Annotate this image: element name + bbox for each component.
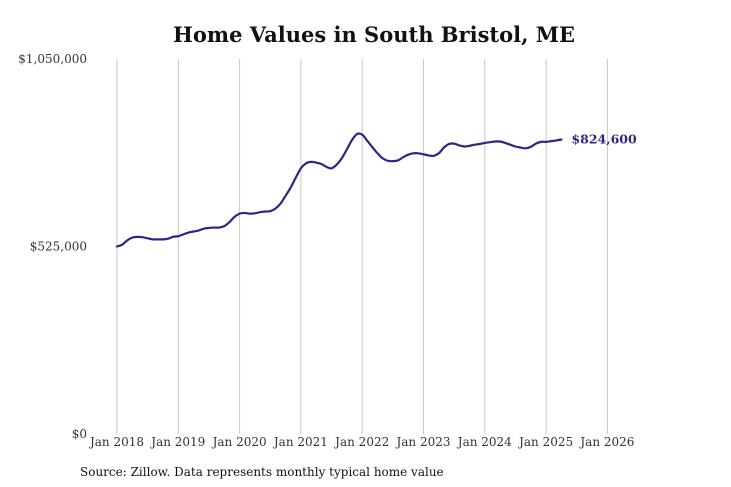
- source-note: Source: Zillow. Data represents monthly …: [80, 465, 444, 479]
- end-value-label: $824,600: [571, 132, 637, 147]
- y-tick-label: $1,050,000: [18, 52, 87, 66]
- y-axis-tick-labels: $0 $525,000 $1,050,000: [18, 52, 87, 441]
- x-tick-label: Jan 2023: [394, 435, 450, 449]
- x-tick-label: Jan 2019: [149, 435, 205, 449]
- x-axis-tick-labels: Jan 2018 Jan 2019 Jan 2020 Jan 2021 Jan 2022…: [88, 435, 634, 449]
- x-tick-label: Jan 2018: [88, 435, 144, 449]
- chart-title: Home Values in South Bristol, ME: [173, 22, 575, 47]
- series-layer: [115, 132, 563, 248]
- y-tick-label: $525,000: [30, 240, 87, 254]
- x-tick-label: Jan 2026: [578, 435, 634, 449]
- y-tick-label: $0: [72, 427, 87, 441]
- x-tick-label: Jan 2020: [211, 435, 267, 449]
- x-tick-label: Jan 2024: [456, 435, 512, 449]
- x-tick-label: Jan 2021: [272, 435, 328, 449]
- end-label-layer: $824,600: [571, 132, 637, 147]
- x-tick-label: Jan 2025: [517, 435, 573, 449]
- x-tick-label: Jan 2022: [333, 435, 389, 449]
- gridlines: [116, 59, 608, 434]
- series-line: [115, 132, 563, 248]
